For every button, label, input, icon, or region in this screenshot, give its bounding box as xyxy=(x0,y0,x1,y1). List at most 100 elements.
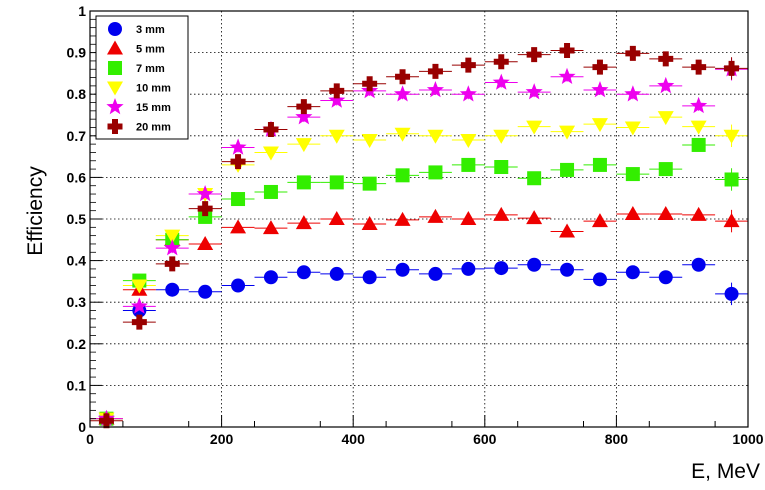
data-point xyxy=(428,266,443,281)
data-point xyxy=(591,118,608,133)
data-point xyxy=(493,54,509,70)
data-point xyxy=(558,67,576,84)
data-point xyxy=(493,129,510,144)
y-tick-labels: 0 0.1 0.2 0.3 0.4 0.5 0.6 0.7 0.8 0.9 1 xyxy=(67,3,87,435)
data-point xyxy=(329,83,345,99)
data-point xyxy=(263,122,279,138)
y-tick-label: 1 xyxy=(78,3,86,19)
data-point xyxy=(690,96,708,114)
data-point xyxy=(724,172,739,187)
data-point xyxy=(658,51,674,67)
data-point xyxy=(98,413,114,429)
data-point xyxy=(591,81,609,98)
x-tick-label: 400 xyxy=(342,431,366,447)
data-point xyxy=(328,91,346,108)
y-tick-label: 0.3 xyxy=(67,294,87,310)
data-point xyxy=(624,121,641,136)
data-point xyxy=(394,127,411,142)
data-point xyxy=(592,157,607,172)
legend-marker xyxy=(107,40,123,55)
data-point xyxy=(723,213,740,228)
data-point xyxy=(525,83,543,100)
data-point xyxy=(657,111,674,126)
data-point xyxy=(395,262,410,277)
legend-label: 7 mm xyxy=(136,63,165,75)
data-point xyxy=(527,257,542,272)
data-point xyxy=(230,219,247,234)
x-tick-label: 1000 xyxy=(732,431,763,447)
data-point xyxy=(263,184,278,199)
data-point xyxy=(494,261,509,276)
data-point xyxy=(295,138,312,153)
data-point xyxy=(624,85,642,102)
data-point xyxy=(296,99,312,115)
data-point xyxy=(724,286,739,301)
data-point xyxy=(198,209,213,224)
data-point xyxy=(296,265,311,280)
data-point xyxy=(196,185,214,202)
y-tick-label: 0.8 xyxy=(67,86,87,102)
data-point xyxy=(494,160,509,174)
x-tick-labels: 0 200 400 600 800 1000 xyxy=(86,431,764,447)
data-point xyxy=(263,270,278,285)
data-point xyxy=(591,213,608,228)
y-tick-label: 0.1 xyxy=(67,377,87,393)
data-point xyxy=(231,278,246,293)
data-point xyxy=(361,133,378,148)
legend-box xyxy=(95,15,189,140)
data-point xyxy=(691,59,707,75)
data-point xyxy=(394,85,412,102)
y-tick-label: 0.7 xyxy=(67,128,87,144)
data-point xyxy=(395,69,411,85)
data-point xyxy=(658,162,673,177)
data-point xyxy=(229,138,247,155)
legend-label: 20 mm xyxy=(136,122,171,134)
legend-marker xyxy=(108,61,122,75)
legend-marker xyxy=(107,81,123,96)
data-point xyxy=(559,223,576,238)
data-point xyxy=(459,85,477,102)
data-point xyxy=(460,57,476,73)
data-point xyxy=(427,63,443,79)
data-point xyxy=(493,206,510,221)
data-point xyxy=(295,215,312,230)
data-point xyxy=(526,120,543,135)
data-point xyxy=(460,211,477,225)
data-point xyxy=(163,239,181,256)
data-point xyxy=(362,76,378,92)
y-tick-label: 0.6 xyxy=(67,169,87,185)
x-axis-label: E, MeV xyxy=(691,460,760,483)
data-point xyxy=(691,137,706,152)
data-point xyxy=(592,59,608,75)
data-point xyxy=(625,45,641,61)
data-point xyxy=(492,73,510,90)
data-point xyxy=(427,129,444,144)
y-tick-label: 0.9 xyxy=(67,45,87,61)
data-point xyxy=(559,125,576,140)
data-point xyxy=(560,162,575,177)
data-point xyxy=(690,120,707,135)
data-point xyxy=(426,81,444,98)
data-point xyxy=(165,282,180,297)
data-point xyxy=(395,168,410,183)
x-tick-label: 600 xyxy=(473,431,497,447)
data-point xyxy=(362,270,377,285)
y-tick-label: 0.4 xyxy=(67,253,87,269)
data-point xyxy=(657,206,674,221)
data-point xyxy=(295,108,313,125)
x-tick-label: 800 xyxy=(605,431,629,447)
data-point xyxy=(723,129,740,144)
data-point xyxy=(164,229,181,244)
y-tick-label: 0.2 xyxy=(67,336,87,352)
data-point xyxy=(690,206,707,221)
data-point xyxy=(262,146,279,161)
x-tick-label: 0 xyxy=(86,431,94,447)
data-point xyxy=(296,175,311,190)
data-point xyxy=(328,129,345,144)
data-point xyxy=(428,165,443,180)
data-point xyxy=(197,201,213,217)
data-point xyxy=(230,154,246,170)
data-point xyxy=(624,206,641,221)
legend-label: 5 mm xyxy=(136,44,165,56)
